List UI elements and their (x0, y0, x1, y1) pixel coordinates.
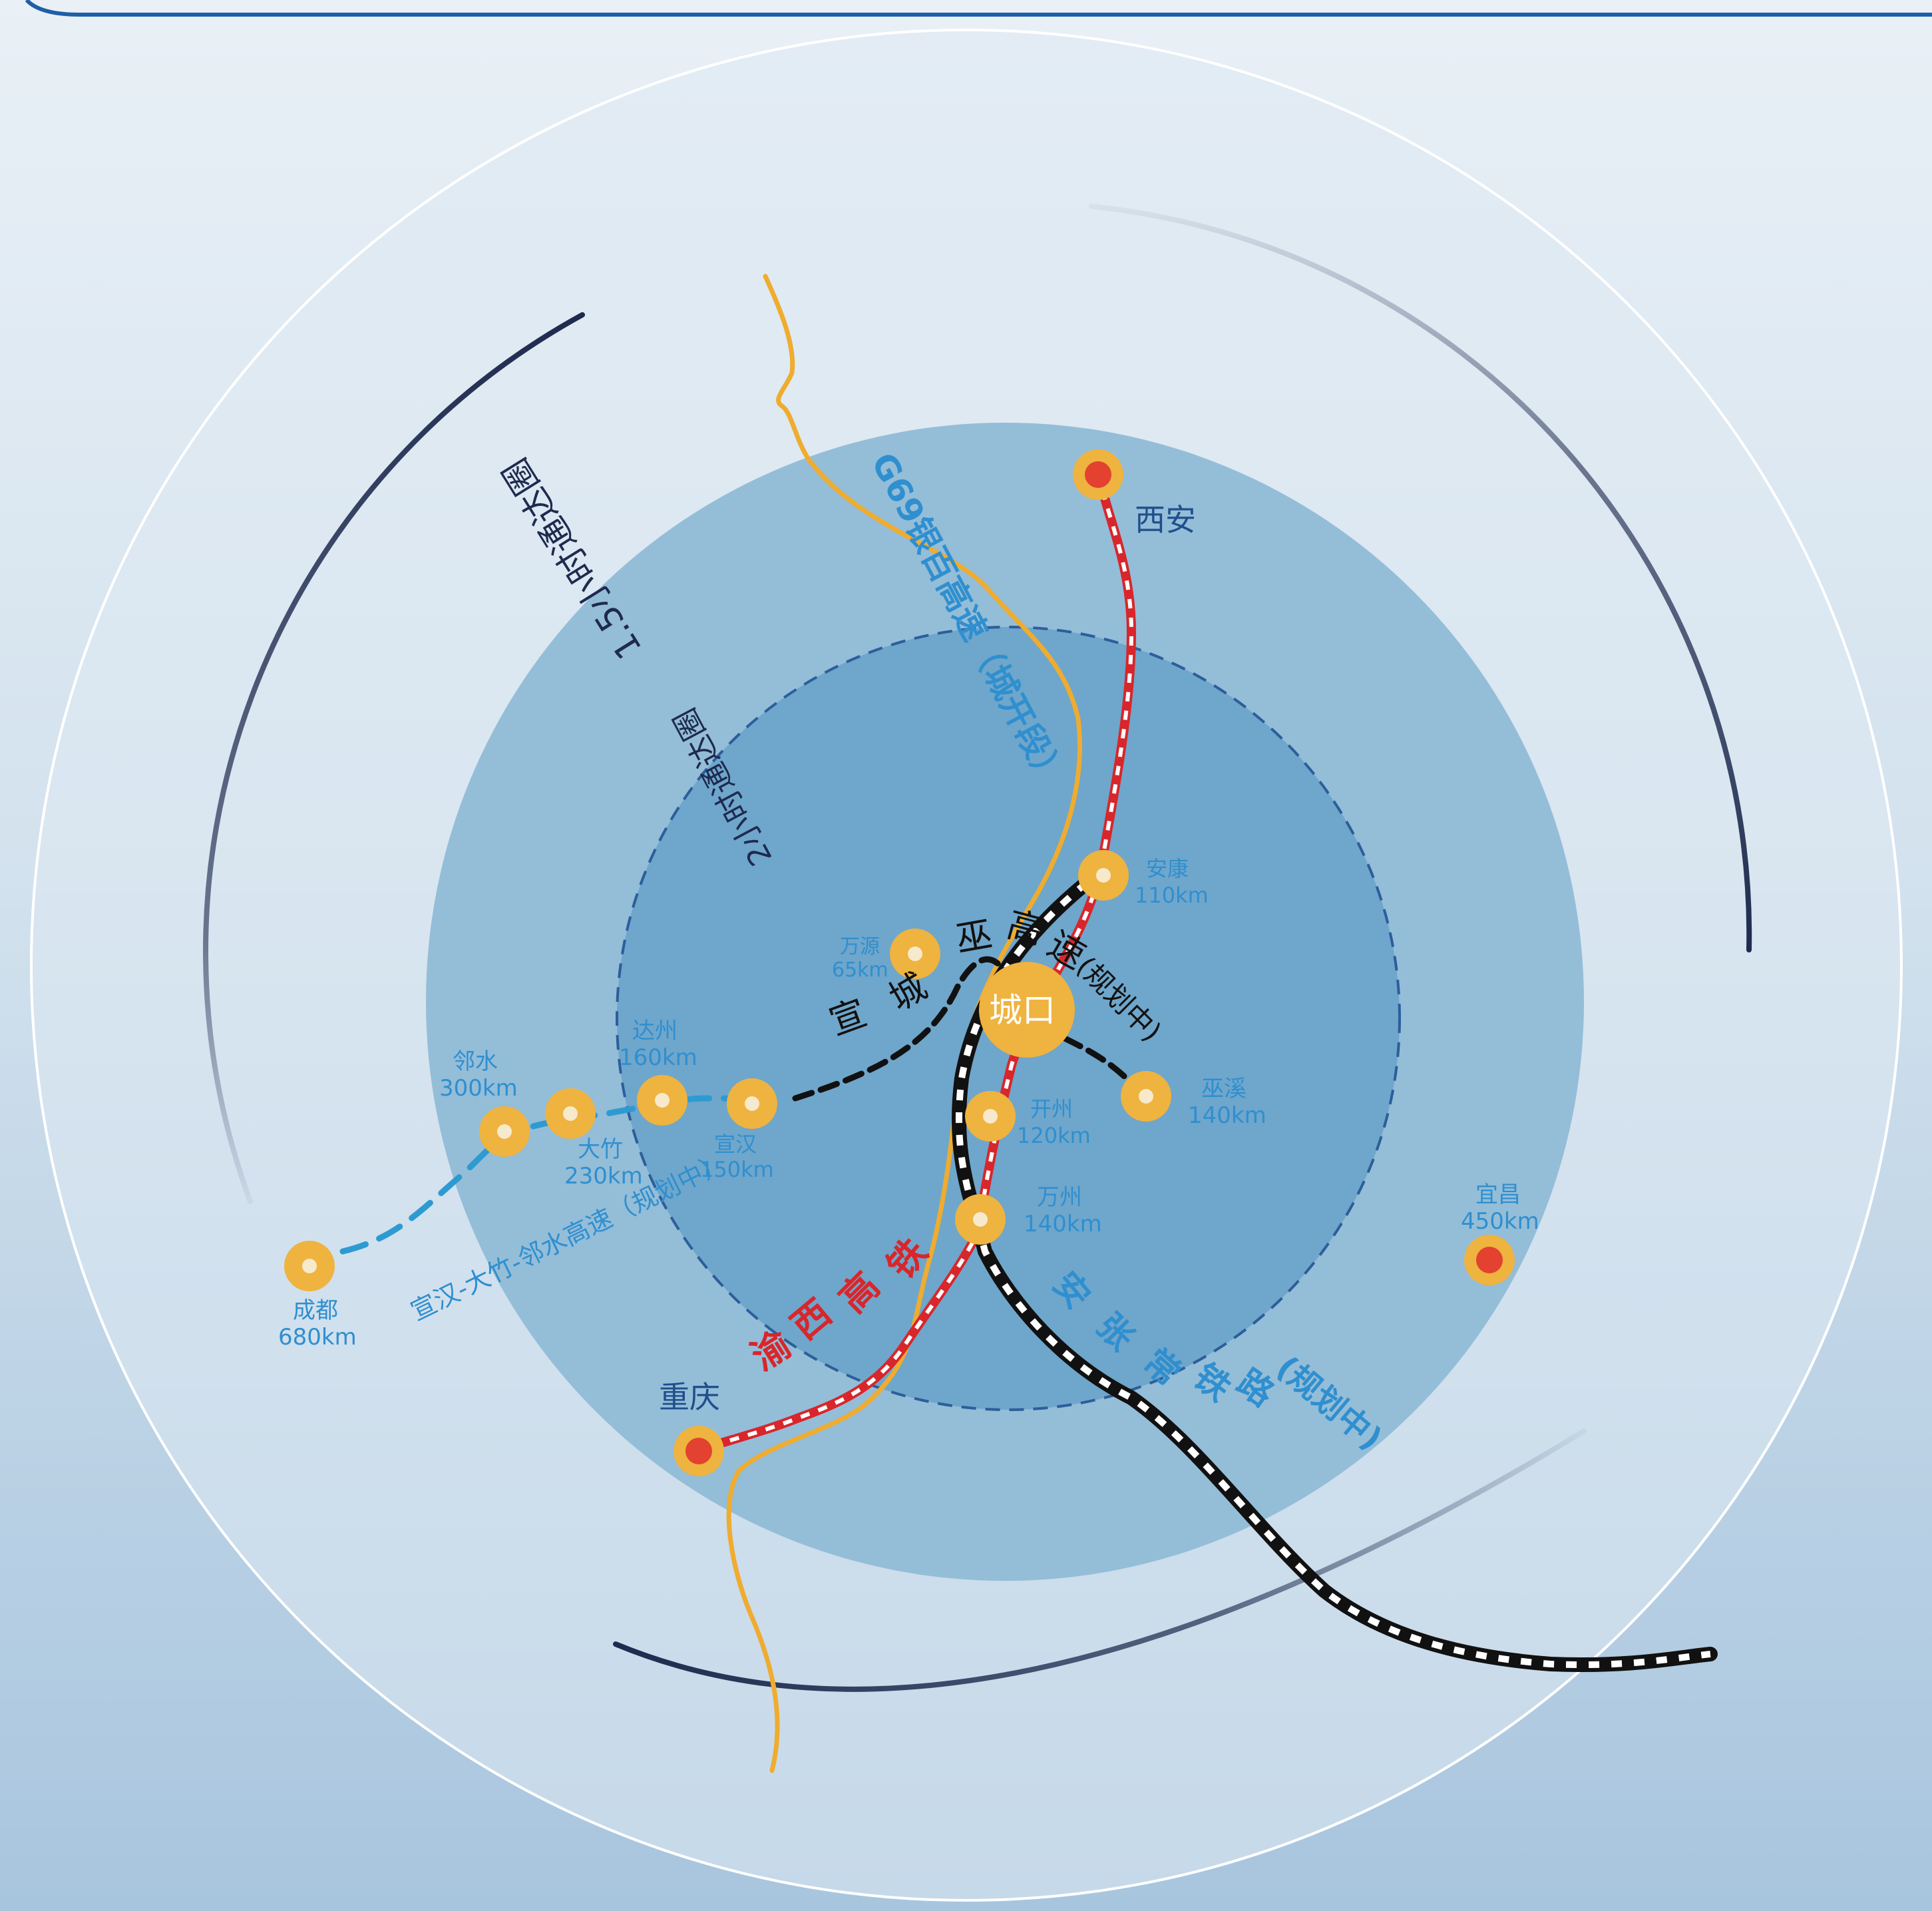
xcw-char-3: 巫 (952, 913, 995, 960)
city-dist-kaizhou: 120km (1017, 1123, 1091, 1148)
city-node-xuanhan (727, 1078, 777, 1129)
city-dist-xuanhan: 150km (700, 1157, 774, 1182)
city-dist-wanzhou: 140km (1024, 1211, 1102, 1237)
city-dist-chengdu: 680km (278, 1324, 357, 1351)
city-label-kaizhou: 开州 (1030, 1096, 1073, 1122)
city-node-linshui (479, 1106, 530, 1157)
city-label-xian: 西安 (1135, 502, 1196, 538)
city-label-wanzhou: 万州 (1037, 1184, 1082, 1211)
frame-top-border (25, 0, 1932, 17)
center-label: 城口 (989, 991, 1056, 1030)
city-node-wanzhou (955, 1194, 1006, 1245)
city-node-kaizhou (965, 1091, 1016, 1142)
g69-highway-line (726, 274, 1082, 1773)
city-dist-dazhu: 230km (564, 1163, 643, 1189)
city-label-xuanhan: 宣汉 (714, 1132, 757, 1157)
city-dist-linshui: 300km (439, 1075, 518, 1102)
arc-right (1089, 204, 1752, 953)
city-label-yichang: 宜昌 (1475, 1181, 1521, 1208)
city-label-wuxi: 巫溪 (1201, 1076, 1247, 1102)
city-label-wanyuan: 万源 (840, 935, 880, 958)
city-label-linshui: 邻水 (453, 1048, 498, 1075)
city-dist-ankang: 110km (1135, 883, 1209, 908)
city-node-ankang (1078, 850, 1129, 901)
city-node-wuxi (1121, 1071, 1171, 1122)
city-label-chengdu: 成都 (293, 1297, 338, 1324)
city-node-dazhou (637, 1075, 687, 1126)
arc-bottom (613, 1428, 1587, 1692)
center-node-chengkou: 城口 (979, 962, 1075, 1058)
city-label-dazhou: 达州 (632, 1018, 677, 1044)
city-node-chengdu (284, 1241, 335, 1291)
arc-left (203, 312, 585, 1204)
city-label-dazhu: 大竹 (578, 1136, 623, 1163)
city-node-wanyuan (890, 929, 940, 979)
city-node-chongqing (674, 1426, 724, 1476)
city-label-chongqing: 重庆 (659, 1379, 720, 1415)
city-label-ankang: 安康 (1146, 856, 1189, 881)
city-node-xian (1073, 449, 1123, 500)
city-dist-wuxi: 140km (1188, 1102, 1266, 1129)
city-dist-dazhou: 160km (619, 1044, 697, 1071)
city-node-dazhu (545, 1088, 596, 1139)
city-dist-yichang: 450km (1461, 1208, 1539, 1235)
city-node-yichang (1464, 1235, 1515, 1285)
xuanhan-linshui-highway-line (339, 1095, 755, 1255)
city-dist-wanyuan: 65km (832, 958, 888, 982)
